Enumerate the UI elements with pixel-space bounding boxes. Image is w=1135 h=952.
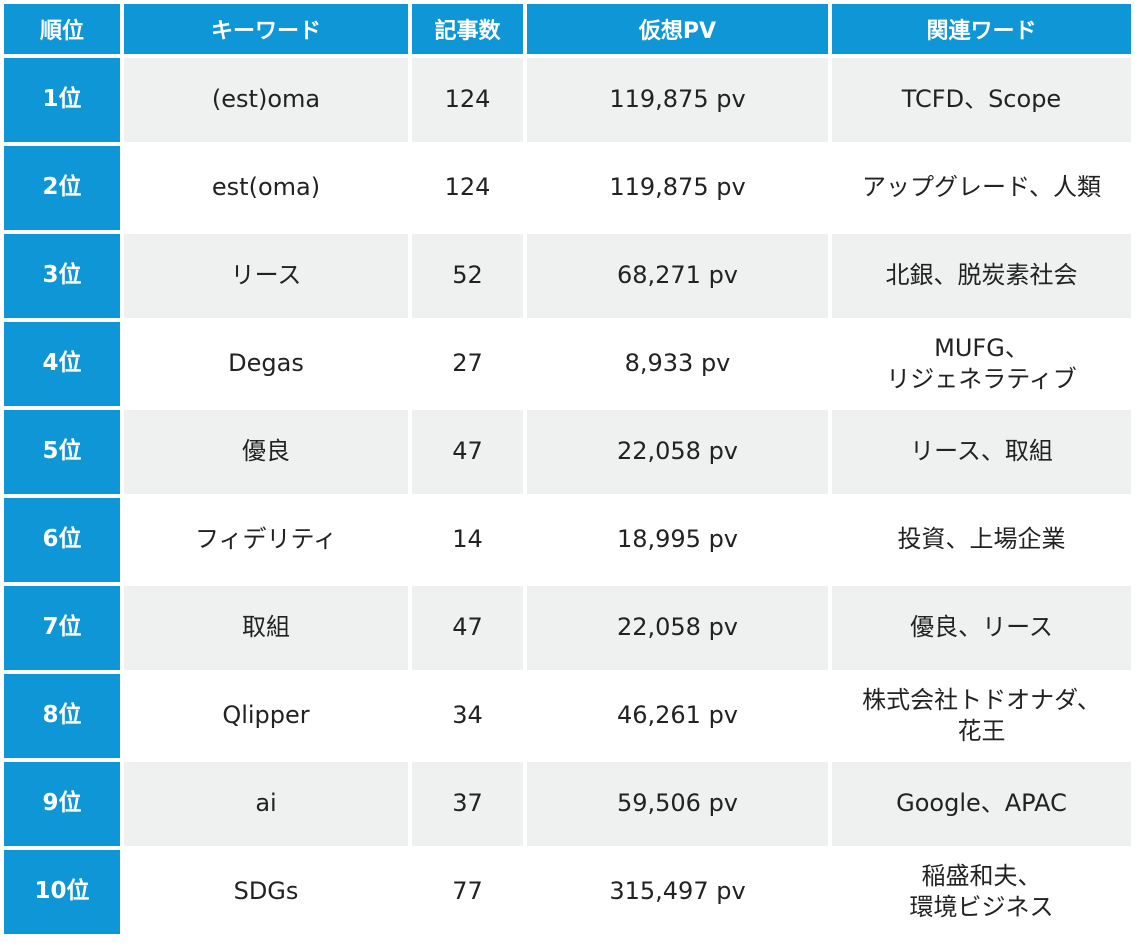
related-words-cell: 株式会社トドオナダ、 花王 bbox=[832, 674, 1131, 758]
rank-cell: 2位 bbox=[4, 146, 120, 230]
related-words-text: Google、APAC bbox=[896, 789, 1067, 818]
related-words-cell: 稲盛和夫、環境ビジネス bbox=[832, 850, 1131, 934]
article-count-cell: 77 bbox=[412, 850, 523, 934]
keyword-cell: リース bbox=[124, 234, 408, 318]
rank-cell: 9位 bbox=[4, 762, 120, 846]
header-article-count: 記事数 bbox=[412, 4, 523, 54]
keyword-cell: SDGs bbox=[124, 850, 408, 934]
rank-cell: 5位 bbox=[4, 410, 120, 494]
keyword-cell: Degas bbox=[124, 322, 408, 406]
related-words-cell: 北銀、脱炭素社会 bbox=[832, 234, 1131, 318]
table-row: 9位 ai 37 59,506 pv Google、APAC bbox=[4, 762, 1131, 846]
keyword-cell: フィデリティ bbox=[124, 498, 408, 582]
article-count-cell: 37 bbox=[412, 762, 523, 846]
table-body: 1位 (est)oma 124 119,875 pv TCFD、Scope 2位… bbox=[4, 58, 1131, 934]
related-words-text: 優良、リース bbox=[910, 613, 1053, 642]
related-words-text: アップグレード、人類 bbox=[861, 173, 1102, 202]
article-count-cell: 124 bbox=[412, 58, 523, 142]
related-words-text: 環境ビジネス bbox=[909, 893, 1054, 921]
table-row: 3位 リース 52 68,271 pv 北銀、脱炭素社会 bbox=[4, 234, 1131, 318]
related-words-cell: MUFG、リジェネラティブ bbox=[832, 322, 1131, 406]
article-count-cell: 52 bbox=[412, 234, 523, 318]
related-words-text: 稲盛和夫、 bbox=[921, 861, 1042, 890]
header-virtual-pv: 仮想PV bbox=[527, 4, 828, 54]
article-count-cell: 47 bbox=[412, 586, 523, 670]
pv-cell: 18,995 pv bbox=[527, 498, 828, 582]
header-row: 順位 キーワード 記事数 仮想PV 関連ワード bbox=[4, 4, 1131, 54]
table-row: 10位 SDGs 77 315,497 pv 稲盛和夫、環境ビジネス bbox=[4, 850, 1131, 934]
related-words-cell: 投資、上場企業 bbox=[832, 498, 1131, 582]
related-words-cell: TCFD、Scope bbox=[832, 58, 1131, 142]
rank-cell: 10位 bbox=[4, 850, 120, 934]
related-words-text: TCFD、Scope bbox=[901, 85, 1062, 114]
related-words-text: リジェネラティブ bbox=[886, 365, 1077, 393]
rank-cell: 1位 bbox=[4, 58, 120, 142]
related-words-cell: 優良、リース bbox=[832, 586, 1131, 670]
related-words-cell: アップグレード、人類 bbox=[832, 146, 1131, 230]
pv-cell: 68,271 pv bbox=[527, 234, 828, 318]
pv-cell: 119,875 pv bbox=[527, 58, 828, 142]
keyword-cell: (est)oma bbox=[124, 58, 408, 142]
keyword-cell: Qlipper bbox=[124, 674, 408, 758]
keyword-cell: 優良 bbox=[124, 410, 408, 494]
article-count-cell: 34 bbox=[412, 674, 523, 758]
table-row: 1位 (est)oma 124 119,875 pv TCFD、Scope bbox=[4, 58, 1131, 142]
related-words-text: 投資、上場企業 bbox=[897, 525, 1066, 554]
pv-cell: 8,933 pv bbox=[527, 322, 828, 406]
pv-cell: 22,058 pv bbox=[527, 410, 828, 494]
keyword-cell: 取組 bbox=[124, 586, 408, 670]
related-words-text: 株式会社トドオナダ、 bbox=[862, 685, 1101, 714]
table-row: 5位 優良 47 22,058 pv リース、取組 bbox=[4, 410, 1131, 494]
rank-cell: 3位 bbox=[4, 234, 120, 318]
article-count-cell: 124 bbox=[412, 146, 523, 230]
table-row: 6位 フィデリティ 14 18,995 pv 投資、上場企業 bbox=[4, 498, 1131, 582]
table-row: 4位 Degas 27 8,933 pv MUFG、リジェネラティブ bbox=[4, 322, 1131, 406]
table-row: 7位 取組 47 22,058 pv 優良、リース bbox=[4, 586, 1131, 670]
header-rank: 順位 bbox=[4, 4, 120, 54]
related-words-text: MUFG、 bbox=[934, 333, 1029, 362]
related-words-cell: リース、取組 bbox=[832, 410, 1131, 494]
table-header: 順位 キーワード 記事数 仮想PV 関連ワード bbox=[4, 4, 1131, 54]
related-words-cell: Google、APAC bbox=[832, 762, 1131, 846]
article-count-cell: 47 bbox=[412, 410, 523, 494]
pv-cell: 59,506 pv bbox=[527, 762, 828, 846]
related-words-text: 北銀、脱炭素社会 bbox=[885, 261, 1078, 290]
article-count-cell: 14 bbox=[412, 498, 523, 582]
pv-cell: 315,497 pv bbox=[527, 850, 828, 934]
rank-cell: 8位 bbox=[4, 674, 120, 758]
pv-cell: 46,261 pv bbox=[527, 674, 828, 758]
table-row: 2位 est(oma) 124 119,875 pv アップグレード、人類 bbox=[4, 146, 1131, 230]
rank-cell: 4位 bbox=[4, 322, 120, 406]
rank-cell: 7位 bbox=[4, 586, 120, 670]
pv-cell: 119,875 pv bbox=[527, 146, 828, 230]
pv-cell: 22,058 pv bbox=[527, 586, 828, 670]
article-count-cell: 27 bbox=[412, 322, 523, 406]
header-keyword: キーワード bbox=[124, 4, 408, 54]
header-related-words: 関連ワード bbox=[832, 4, 1131, 54]
keyword-cell: ai bbox=[124, 762, 408, 846]
table-row: 8位 Qlipper 34 46,261 pv 株式会社トドオナダ、 花王 bbox=[4, 674, 1131, 758]
related-words-text: 花王 bbox=[957, 717, 1006, 745]
rank-cell: 6位 bbox=[4, 498, 120, 582]
related-words-text: リース、取組 bbox=[910, 437, 1053, 466]
keyword-cell: est(oma) bbox=[124, 146, 408, 230]
